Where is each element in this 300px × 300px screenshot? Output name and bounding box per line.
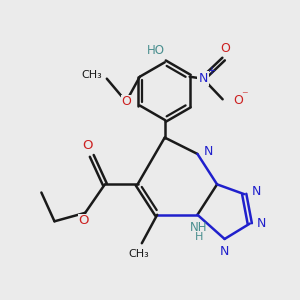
- Text: +: +: [207, 67, 215, 76]
- Text: O: O: [220, 42, 230, 55]
- Text: ⁻: ⁻: [242, 89, 248, 102]
- Text: O: O: [82, 139, 93, 152]
- Text: NH: NH: [190, 221, 208, 234]
- Text: O: O: [121, 95, 131, 108]
- Text: O: O: [233, 94, 243, 107]
- Text: N: N: [220, 245, 229, 258]
- Text: H: H: [195, 232, 203, 242]
- Text: N: N: [203, 145, 213, 158]
- Text: CH₃: CH₃: [81, 70, 102, 80]
- Text: HO: HO: [147, 44, 165, 57]
- Text: N: N: [257, 217, 266, 230]
- Text: N: N: [198, 72, 208, 85]
- Text: CH₃: CH₃: [128, 249, 149, 259]
- Text: O: O: [78, 214, 89, 227]
- Text: N: N: [251, 185, 261, 198]
